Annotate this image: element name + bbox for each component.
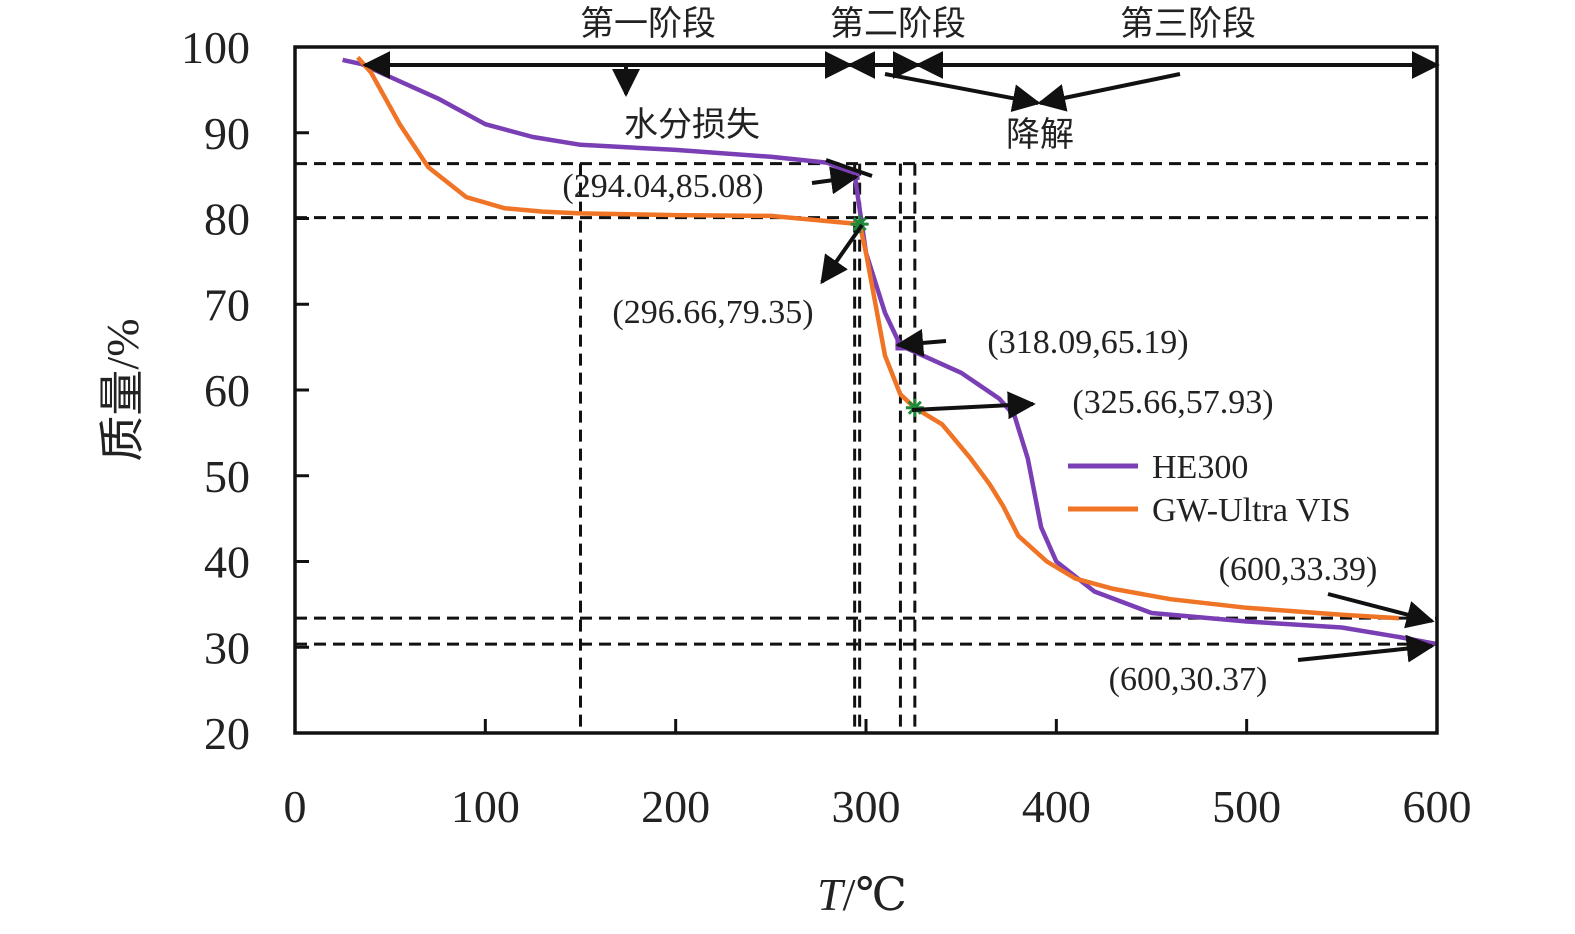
y-tick-label-0: 20	[204, 708, 250, 759]
annotation-2: 第三阶段	[1120, 5, 1256, 43]
annotation-5: (294.04,85.08)	[562, 168, 763, 205]
annotation-7: (318.09,65.19)	[987, 324, 1188, 361]
reference-lines	[295, 162, 1437, 733]
x-tick-label-1: 100	[451, 781, 520, 832]
annotation-0: 第一阶段	[580, 5, 716, 43]
y-tick-label-2: 40	[204, 537, 250, 588]
x-tick-label-2: 200	[641, 781, 710, 832]
y-tick-label-3: 50	[204, 451, 250, 502]
arrow-7	[820, 223, 864, 285]
x-tick-label-3: 300	[832, 781, 901, 832]
arrow-11	[1297, 634, 1435, 663]
y-axis-title: 质量/%	[97, 318, 148, 461]
pointer-stroke	[825, 158, 873, 178]
arrow-6	[811, 166, 859, 195]
legend-label-0: HE300	[1152, 449, 1248, 486]
arrow-5	[1037, 72, 1181, 112]
legend-label-1: GW-Ultra VIS	[1152, 492, 1351, 529]
y-tick-label-8: 100	[181, 22, 250, 73]
annotation-6: (296.66,79.35)	[612, 294, 813, 331]
x-tick-label-4: 400	[1022, 781, 1091, 832]
legend: HE300 GW-Ultra VIS	[1068, 449, 1351, 529]
axes: 0 100 200 300 400 500 600 20 30 40 50 60 70 80 90 100 T/…	[97, 22, 1472, 920]
marker-1	[850, 215, 869, 234]
y-tick-label-7: 90	[204, 108, 250, 159]
y-tick-label-4: 60	[204, 365, 250, 416]
annotation-10: (600,30.37)	[1109, 661, 1268, 698]
series-line-1	[356, 55, 1400, 621]
annotation-3: 水分损失	[624, 106, 760, 144]
x-axis-title: T/℃	[817, 869, 907, 920]
x-tick-label-6: 600	[1403, 781, 1472, 832]
annotation-4: 降解	[1006, 116, 1074, 154]
arrow-4	[884, 72, 1041, 113]
y-tick-label-6: 80	[204, 194, 250, 245]
annotation-8: (325.66,57.93)	[1072, 384, 1273, 421]
arrow-9	[911, 391, 1036, 420]
annotation-9: (600,33.39)	[1219, 551, 1378, 588]
arrow-8	[895, 328, 947, 357]
y-tick-label-1: 30	[204, 622, 250, 673]
annotation-1: 第二阶段	[830, 5, 966, 43]
x-tick-label-0: 0	[284, 781, 307, 832]
arrow-10	[1327, 592, 1435, 629]
y-tick-label-5: 70	[204, 279, 250, 330]
marker-3	[905, 398, 924, 417]
x-tick-label-5: 500	[1212, 781, 1281, 832]
